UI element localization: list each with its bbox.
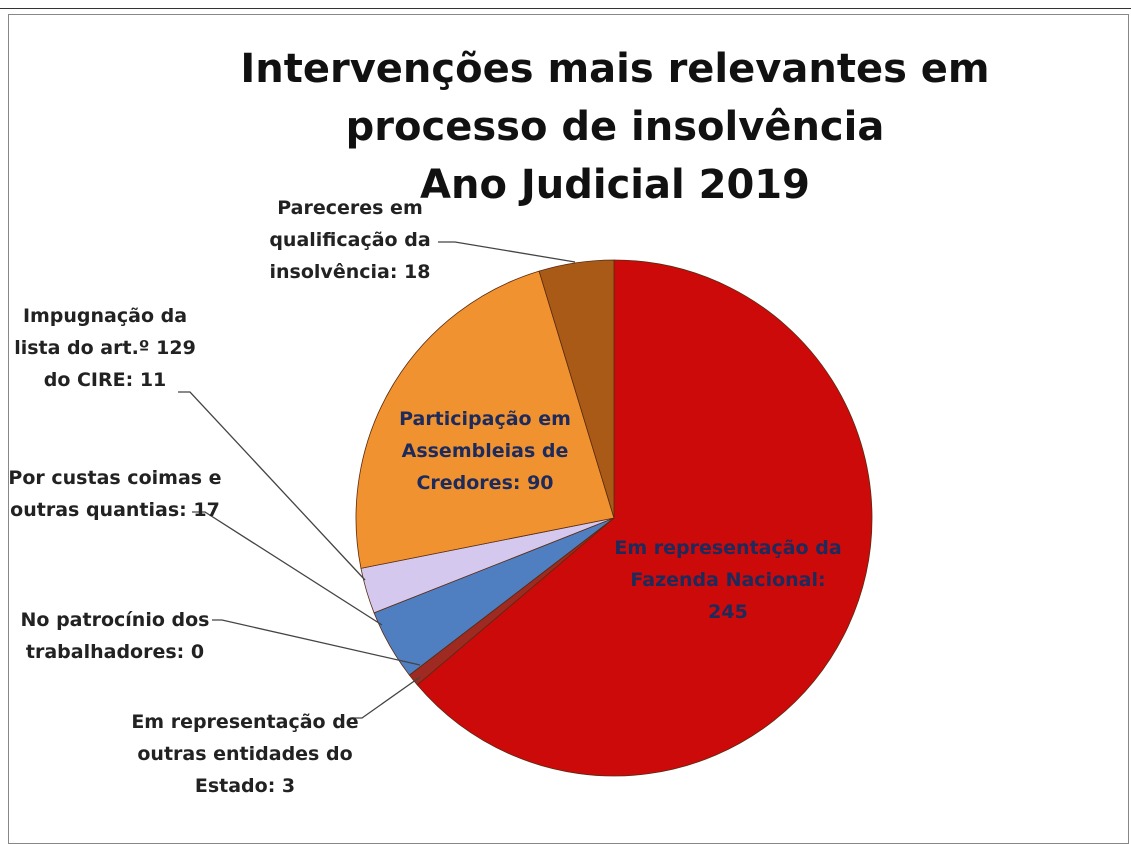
top-rule xyxy=(0,8,1131,9)
pie-slice xyxy=(416,259,873,777)
slice-label: Em representação da Fazenda Nacional: 24… xyxy=(614,537,842,623)
pie-slice xyxy=(538,259,615,519)
leader-line xyxy=(178,391,366,581)
leader-line xyxy=(192,511,383,626)
leader-line xyxy=(212,619,421,666)
leader-line xyxy=(438,241,576,263)
slice-label: Por custas coimas e outras quantias: 17 xyxy=(8,467,222,521)
leader-line xyxy=(352,676,421,719)
slice-label: Em representação de outras entidades do … xyxy=(131,711,359,797)
pie-slice xyxy=(355,270,615,569)
leader-lines xyxy=(178,241,576,719)
slice-label: Impugnação da lista do art.º 129 do CIRE… xyxy=(14,305,196,391)
slice-label: Participação em Assembleias de Credores:… xyxy=(399,408,571,494)
pie xyxy=(355,259,873,777)
chart-subtitle: Ano Judicial 2019 xyxy=(420,162,810,208)
slice-label: No patrocínio dos trabalhadores: 0 xyxy=(20,609,210,663)
chart-title: Intervenções mais relevantes em processo… xyxy=(240,46,990,150)
slice-label: Pareceres em qualificação da insolvência… xyxy=(269,197,431,283)
